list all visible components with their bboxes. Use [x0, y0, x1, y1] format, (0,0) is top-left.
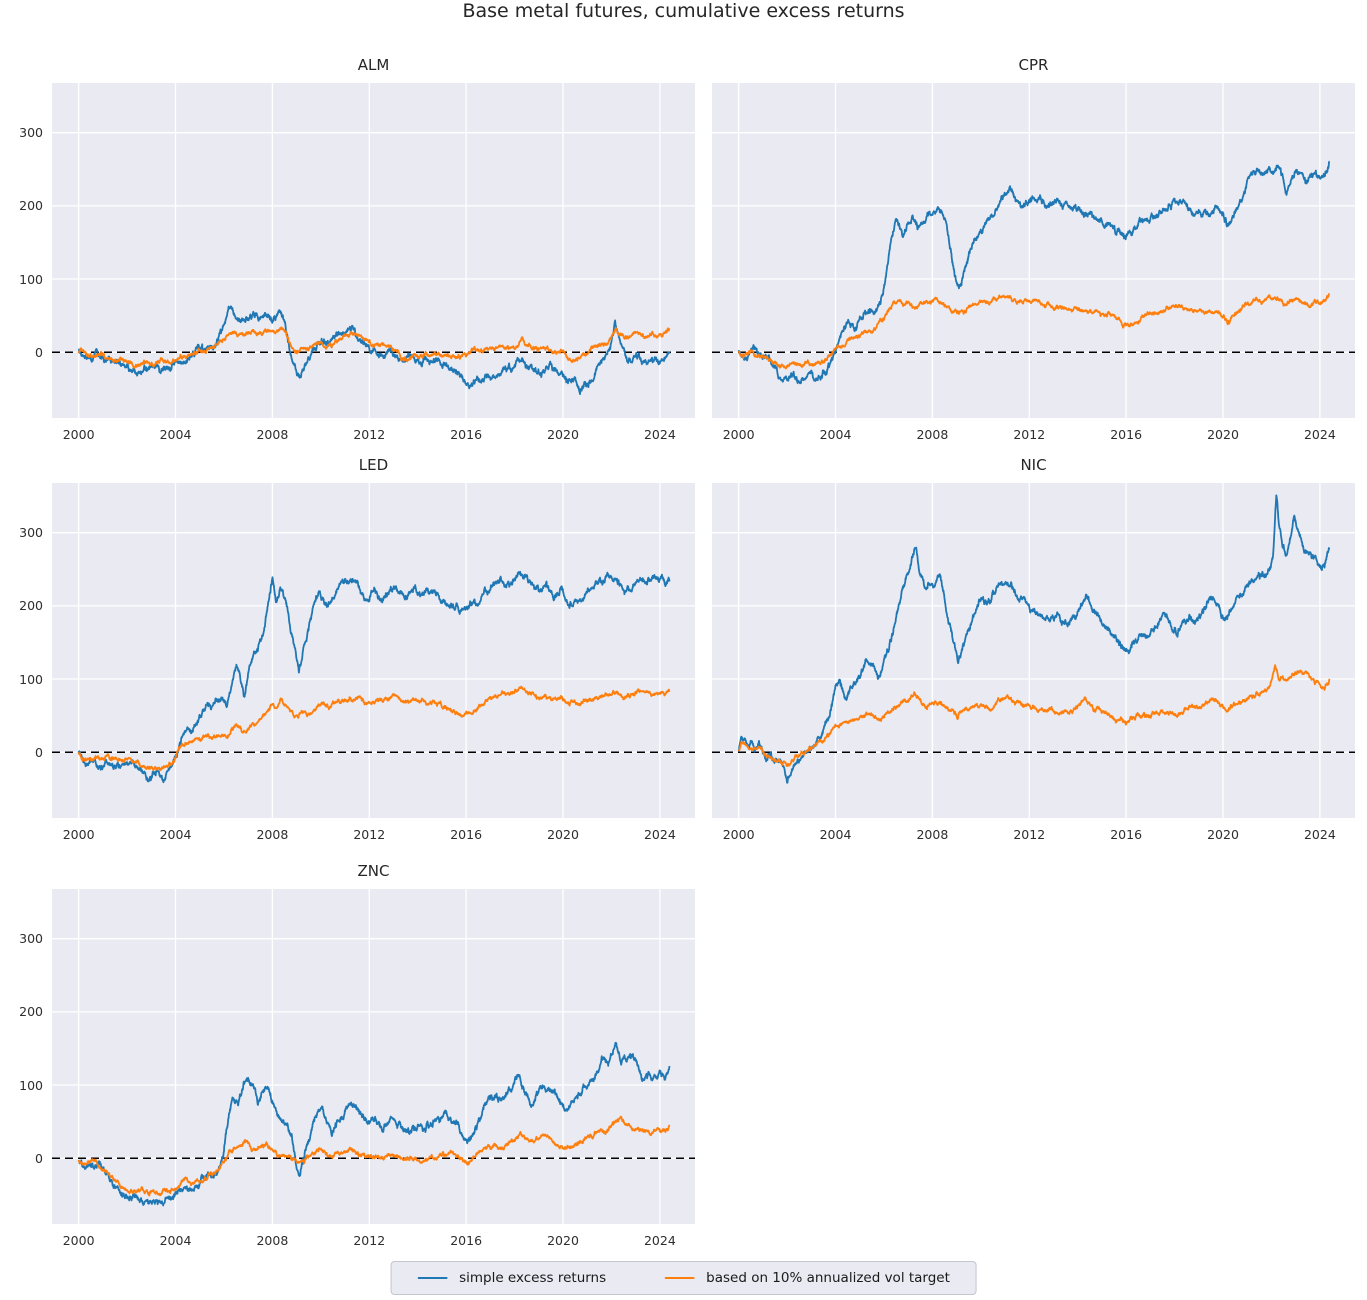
x-tick-label: 2000: [62, 427, 95, 442]
y-tick-label: 100: [19, 271, 43, 287]
series-line-blue: [737, 160, 1331, 385]
x-tick-label: 2008: [256, 427, 289, 442]
x-tick-label: 2012: [353, 427, 386, 442]
legend: simple excess returns based on 10% annua…: [390, 1261, 977, 1295]
y-tick-label: 0: [35, 744, 43, 760]
x-tick-label: 2004: [819, 827, 852, 842]
x-tick-label: 2020: [1207, 827, 1239, 842]
subplot-title-alm: ALM: [357, 56, 390, 74]
x-tick-label: 2012: [1013, 827, 1046, 842]
plot-area-led: [52, 483, 695, 818]
x-tick-label: 2004: [159, 827, 192, 842]
x-tick-label: 2008: [256, 827, 289, 842]
y-tick-label: 300: [19, 525, 43, 541]
x-tick-label: 2012: [1013, 427, 1046, 442]
series-line-blue: [738, 494, 1331, 784]
y-tick-label: 0: [35, 344, 43, 360]
orange-line-swatch-icon: [664, 1277, 695, 1279]
x-tick-label: 2016: [450, 1233, 483, 1248]
blue-line-swatch-icon: [417, 1277, 448, 1279]
series-line-orange: [737, 293, 1331, 370]
y-tick-label: 100: [19, 1077, 43, 1093]
x-tick-label: 2000: [722, 427, 755, 442]
x-tick-label: 2012: [353, 1233, 386, 1248]
x-tick-label: 2024: [643, 427, 676, 442]
legend-label: simple excess returns: [459, 1270, 607, 1286]
x-tick-label: 2000: [722, 827, 755, 842]
x-tick-label: 2016: [450, 827, 483, 842]
series-line-blue: [78, 305, 671, 395]
x-tick-label: 2020: [1207, 427, 1239, 442]
y-tick-label: 200: [19, 198, 43, 214]
x-tick-label: 2020: [547, 827, 579, 842]
subplot-title-znc: ZNC: [357, 862, 390, 880]
x-tick-label: 2024: [643, 827, 676, 842]
series-line-blue: [78, 1041, 671, 1207]
x-tick-label: 2020: [547, 427, 579, 442]
y-tick-label: 200: [19, 598, 43, 614]
plot-area-alm: [52, 83, 695, 418]
x-tick-label: 2004: [159, 1233, 192, 1248]
x-tick-label: 2000: [62, 827, 95, 842]
y-tick-label: 300: [19, 125, 43, 141]
x-tick-label: 2008: [256, 1233, 289, 1248]
subplot-title-nic: NIC: [1020, 456, 1047, 474]
legend-item-simple-excess-returns: simple excess returns: [417, 1270, 606, 1286]
plot-area-znc: [52, 889, 695, 1224]
series-line-orange: [77, 1115, 671, 1197]
x-tick-label: 2004: [159, 427, 192, 442]
x-tick-label: 2008: [916, 427, 949, 442]
x-tick-label: 2016: [450, 427, 483, 442]
y-tick-label: 300: [19, 931, 43, 947]
x-tick-label: 2016: [1110, 827, 1143, 842]
y-tick-label: 0: [35, 1150, 43, 1166]
x-tick-label: 2016: [1110, 427, 1143, 442]
plot-area-cpr: [712, 83, 1355, 418]
x-tick-label: 2024: [1303, 427, 1336, 442]
x-tick-label: 2000: [62, 1233, 95, 1248]
x-tick-label: 2024: [643, 1233, 676, 1248]
subplot-title-cpr: CPR: [1018, 56, 1049, 74]
legend-label: based on 10% annualized vol target: [706, 1270, 950, 1286]
figure-title: Base metal futures, cumulative excess re…: [462, 0, 905, 22]
y-tick-label: 200: [19, 1004, 43, 1020]
y-tick-label: 100: [19, 671, 43, 687]
series-line-blue: [77, 570, 671, 784]
plot-area-nic: [712, 483, 1355, 818]
legend-item-vol-target: based on 10% annualized vol target: [664, 1270, 950, 1286]
x-tick-label: 2012: [353, 827, 386, 842]
x-tick-label: 2004: [819, 427, 852, 442]
subplot-title-led: LED: [358, 456, 389, 474]
x-tick-label: 2024: [1303, 827, 1336, 842]
series-line-orange: [737, 664, 1331, 767]
series-line-orange: [77, 685, 671, 772]
series-line-orange: [77, 326, 671, 369]
x-tick-label: 2020: [547, 1233, 579, 1248]
x-tick-label: 2008: [916, 827, 949, 842]
